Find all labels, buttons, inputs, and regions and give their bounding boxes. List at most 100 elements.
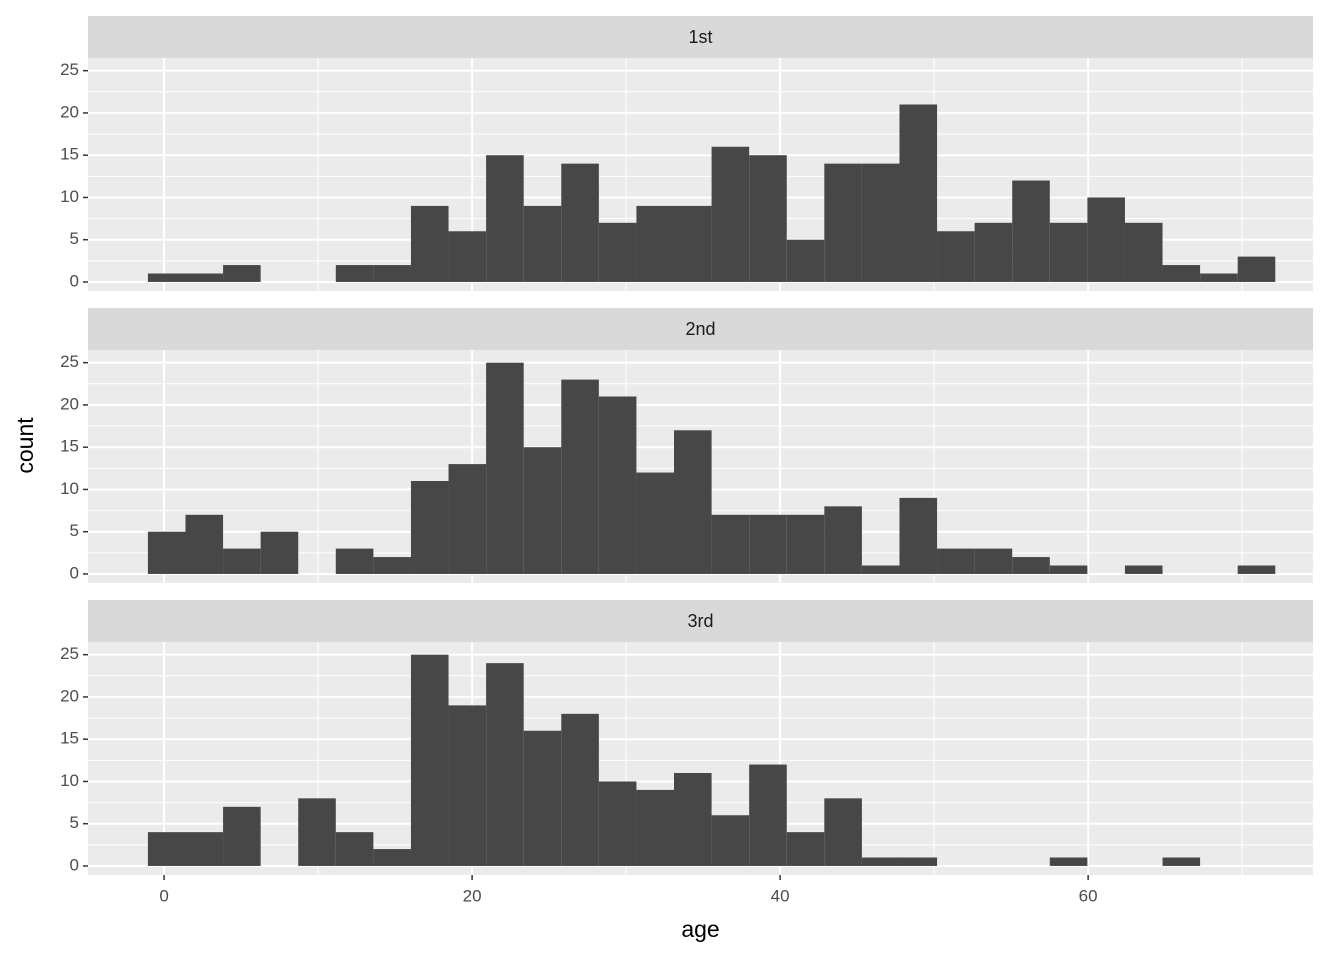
- bar: [523, 730, 562, 866]
- bar: [185, 514, 224, 574]
- bar: [523, 447, 562, 574]
- bar: [373, 265, 411, 282]
- y-tick-label: 20: [60, 394, 79, 413]
- x-tick-label: 60: [1079, 886, 1098, 905]
- bar: [185, 832, 224, 866]
- bar: [486, 155, 524, 282]
- bar: [674, 772, 712, 866]
- bar: [786, 832, 825, 866]
- x-tick-label: 0: [159, 886, 168, 905]
- bar: [561, 163, 599, 282]
- bar: [373, 849, 411, 866]
- bar: [899, 857, 938, 866]
- y-tick-label: 5: [70, 813, 79, 832]
- x-tick-label: 40: [771, 886, 790, 905]
- bar: [147, 273, 186, 282]
- bar: [486, 362, 524, 574]
- bar: [223, 265, 261, 282]
- bar: [1237, 256, 1276, 282]
- bar: [561, 713, 599, 866]
- bar: [1162, 857, 1201, 866]
- strip: [88, 600, 1313, 642]
- bar: [974, 548, 1013, 574]
- bar: [824, 506, 862, 574]
- y-tick-label: 10: [60, 479, 79, 498]
- bar: [861, 163, 900, 282]
- bar: [937, 231, 975, 282]
- bar: [598, 781, 637, 866]
- bar: [1049, 857, 1088, 866]
- strip-label: 1st: [688, 27, 712, 47]
- bar: [448, 705, 487, 866]
- y-tick-label: 10: [60, 187, 79, 206]
- bar: [711, 514, 750, 574]
- bar: [147, 832, 186, 866]
- bar: [448, 231, 487, 282]
- bar: [974, 222, 1013, 282]
- bar: [1237, 565, 1276, 574]
- bar: [749, 514, 787, 574]
- y-tick-label: 0: [70, 855, 79, 874]
- x-axis-title: age: [681, 916, 719, 942]
- bar: [749, 764, 787, 866]
- bar: [1124, 222, 1163, 282]
- bar: [711, 146, 750, 282]
- bar: [185, 273, 224, 282]
- bar: [1087, 197, 1125, 282]
- x-tick-label: 20: [463, 886, 482, 905]
- bar: [786, 514, 825, 574]
- bar: [1012, 180, 1050, 282]
- bar: [335, 265, 374, 282]
- y-tick-label: 15: [60, 729, 79, 748]
- y-tick-label: 0: [70, 563, 79, 582]
- bar: [786, 239, 825, 282]
- bar: [373, 557, 411, 574]
- bar: [861, 565, 900, 574]
- bar: [824, 798, 862, 866]
- bar: [636, 789, 675, 866]
- bar: [899, 104, 938, 282]
- bar: [223, 548, 261, 574]
- bar: [1012, 557, 1050, 574]
- bar: [937, 548, 975, 574]
- bar: [899, 497, 938, 574]
- bar: [1049, 565, 1088, 574]
- bar: [147, 531, 186, 574]
- y-tick-label: 25: [60, 352, 79, 371]
- bar: [260, 531, 299, 574]
- bar: [410, 480, 449, 574]
- strip-label: 2nd: [685, 319, 715, 339]
- y-tick-label: 5: [70, 521, 79, 540]
- bar: [711, 815, 750, 866]
- bar: [861, 857, 900, 866]
- bar: [486, 663, 524, 866]
- bar: [1200, 273, 1238, 282]
- y-tick-label: 25: [60, 60, 79, 79]
- bar: [335, 548, 374, 574]
- y-tick-label: 20: [60, 102, 79, 121]
- bar: [410, 654, 449, 866]
- bar: [1049, 222, 1088, 282]
- y-tick-label: 25: [60, 644, 79, 663]
- y-tick-label: 5: [70, 229, 79, 248]
- strip: [88, 308, 1313, 350]
- y-tick-label: 15: [60, 145, 79, 164]
- y-axis-title: count: [12, 417, 38, 474]
- bar: [523, 205, 562, 282]
- strip: [88, 16, 1313, 58]
- bar: [298, 798, 336, 866]
- y-tick-label: 15: [60, 437, 79, 456]
- bar: [636, 205, 675, 282]
- bar: [448, 464, 487, 574]
- y-tick-label: 0: [70, 271, 79, 290]
- bar: [1124, 565, 1163, 574]
- y-tick-label: 10: [60, 771, 79, 790]
- bar: [561, 379, 599, 574]
- bar: [636, 472, 675, 574]
- bar: [824, 163, 862, 282]
- bar: [223, 806, 261, 866]
- bar: [335, 832, 374, 866]
- bar: [1162, 265, 1201, 282]
- bar: [410, 205, 449, 282]
